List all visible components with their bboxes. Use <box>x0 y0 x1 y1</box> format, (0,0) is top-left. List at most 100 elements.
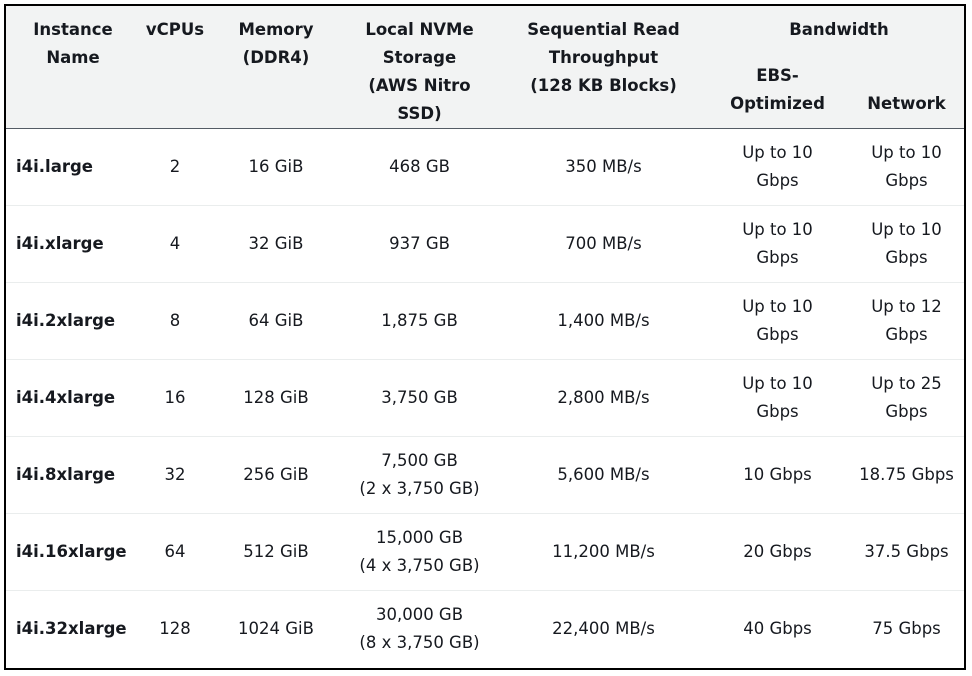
instance-name-cell: i4i.4xlarge <box>6 359 140 437</box>
header-throughput: Sequential Read Throughput (128 KB Block… <box>497 6 710 129</box>
instance-table-frame: Instance Name vCPUs Memory (DDR4) Local … <box>4 4 966 670</box>
network-cell-line: 75 Gbps <box>872 619 941 639</box>
table-row: i4i.xlarge 4 32 GiB 937 GB 700 MB/s Up to 10 G… <box>6 205 964 283</box>
storage-cell: 15,000 GB (4 x 3,750 GB) <box>342 513 497 591</box>
table-body: i4i.large 2 16 GiB 468 GB 350 MB/s Up to 10 Gb… <box>6 129 964 668</box>
header-bandwidth: Bandwidth <box>710 6 964 49</box>
header-vcpus: vCPUs <box>140 6 210 129</box>
storage-cell-line: 3,750 GB <box>381 388 458 407</box>
ebs-optimized-cell: Up to 10 Gbps <box>710 359 845 437</box>
ebs-optimized-cell-line: Up to 10 <box>742 143 813 162</box>
storage-cell: 937 GB <box>342 205 497 283</box>
throughput-cell: 11,200 MB/s <box>497 513 710 591</box>
header-bandwidth-label: Bandwidth <box>789 20 889 39</box>
vcpus-cell: 4 <box>140 205 210 283</box>
header-throughput-line3: (128 KB Blocks) <box>530 76 677 95</box>
vcpus-cell: 32 <box>140 436 210 514</box>
instance-name-cell: i4i.xlarge <box>6 205 140 283</box>
network-cell-line: Up to 10 <box>871 143 942 162</box>
throughput-cell: 700 MB/s <box>497 205 710 283</box>
ebs-optimized-cell-line: 20 Gbps <box>743 542 812 561</box>
ebs-optimized-cell: Up to 10 Gbps <box>710 205 845 283</box>
network-cell-line: Gbps <box>885 248 928 267</box>
instance-name-cell: i4i.2xlarge <box>6 282 140 360</box>
ebs-optimized-cell-line: Up to 10 <box>742 374 813 393</box>
network-cell-line: 18.75 Gbps <box>859 465 954 484</box>
storage-cell: 3,750 GB <box>342 359 497 437</box>
storage-cell-line: (8 x 3,750 GB) <box>359 633 480 653</box>
header-memory-line1: Memory <box>238 20 314 39</box>
ebs-optimized-cell-line: 10 Gbps <box>743 465 812 484</box>
ebs-optimized-cell-line: 40 Gbps <box>743 619 812 639</box>
storage-cell-line: 937 GB <box>389 234 450 253</box>
ebs-optimized-cell: 20 Gbps <box>710 513 845 591</box>
storage-cell-line: (2 x 3,750 GB) <box>359 479 480 498</box>
ebs-optimized-cell: Up to 10 Gbps <box>710 282 845 360</box>
storage-cell: 1,875 GB <box>342 282 497 360</box>
table-row: i4i.8xlarge 32 256 GiB 7,500 GB (2 x 3,750 G… <box>6 436 964 514</box>
storage-cell-line: 30,000 GB <box>375 605 464 625</box>
table-row: i4i.large 2 16 GiB 468 GB 350 MB/s Up to 10 Gb… <box>6 129 964 206</box>
network-cell: Up to 10 Gbps <box>845 205 964 283</box>
network-cell: Up to 25 Gbps <box>845 359 964 437</box>
network-cell-line: Gbps <box>885 171 928 190</box>
network-cell: Up to 10 Gbps <box>845 129 964 206</box>
memory-cell: 16 GiB <box>248 157 304 176</box>
header-memory-line2: (DDR4) <box>242 48 310 67</box>
throughput-cell: 1,400 MB/s <box>497 282 710 360</box>
memory-cell: 1024 GiB <box>210 590 342 668</box>
ebs-optimized-cell-line: Gbps <box>756 402 799 421</box>
network-cell-line: 37.5 Gbps <box>864 542 949 561</box>
ebs-optimized-cell-line: Up to 10 <box>742 220 813 239</box>
network-cell: 75 Gbps <box>845 590 964 668</box>
instance-name-cell: i4i.large <box>16 157 93 176</box>
network-cell-line: Up to 25 <box>871 374 942 393</box>
memory-cell: 128 GiB <box>210 359 342 437</box>
ebs-optimized-cell-line: Gbps <box>756 248 799 267</box>
header-ebs-line2: Optimized <box>730 94 825 113</box>
header-ebs-optimized: EBS- Optimized <box>710 48 845 129</box>
vcpus-cell: 2 <box>169 157 181 176</box>
storage-cell-line: 7,500 GB <box>381 451 458 470</box>
ebs-optimized-cell: 10 Gbps <box>710 436 845 514</box>
ebs-optimized-cell: 40 Gbps <box>710 590 845 668</box>
header-network-label: Network <box>867 94 946 113</box>
instance-name-cell: i4i.32xlarge <box>6 590 140 668</box>
throughput-cell: 350 MB/s <box>565 157 642 176</box>
header-throughput-line2: Throughput <box>548 48 659 67</box>
header-vcpus-label: vCPUs <box>145 20 205 39</box>
network-cell-line: Up to 12 <box>871 297 942 316</box>
storage-cell: 468 GB <box>342 129 497 206</box>
instance-specs-table: Instance Name vCPUs Memory (DDR4) Local … <box>6 6 964 668</box>
table-row: i4i.32xlarge 128 1024 GiB 30,000 GB (8 x 3,7… <box>6 590 964 668</box>
storage-cell: 7,500 GB (2 x 3,750 GB) <box>342 436 497 514</box>
table-header: Instance Name vCPUs Memory (DDR4) Local … <box>6 6 964 129</box>
ebs-optimized-cell-line: Up to 10 <box>742 297 813 316</box>
vcpus-cell: 64 <box>140 513 210 591</box>
network-cell-line: Up to 10 <box>871 220 942 239</box>
storage-cell-line: 1,875 GB <box>381 311 458 330</box>
instance-name-cell: i4i.16xlarge <box>6 513 140 591</box>
header-storage-line1: Local NVMe <box>365 20 474 39</box>
throughput-cell: 5,600 MB/s <box>497 436 710 514</box>
table-row: i4i.4xlarge 16 128 GiB 3,750 GB 2,800 MB/s Up… <box>6 359 964 437</box>
header-instance-name-line2: Name <box>46 48 100 67</box>
throughput-cell: 22,400 MB/s <box>497 590 710 668</box>
storage-cell-line: 468 GB <box>389 157 450 176</box>
memory-cell: 32 GiB <box>210 205 342 283</box>
memory-cell: 512 GiB <box>210 513 342 591</box>
table-row: i4i.16xlarge 64 512 GiB 15,000 GB (4 x 3,750… <box>6 513 964 591</box>
network-cell-line: Gbps <box>885 325 928 344</box>
network-cell: 37.5 Gbps <box>845 513 964 591</box>
instance-name-cell: i4i.8xlarge <box>6 436 140 514</box>
vcpus-cell: 8 <box>140 282 210 360</box>
memory-cell: 64 GiB <box>210 282 342 360</box>
table-row: i4i.2xlarge 8 64 GiB 1,875 GB 1,400 MB/s Up t… <box>6 282 964 360</box>
storage-cell-line: (4 x 3,750 GB) <box>359 556 480 575</box>
header-storage-line3: (AWS Nitro SSD) <box>368 76 471 123</box>
header-instance-name-line1: Instance <box>33 20 113 39</box>
header-storage: Local NVMe Storage (AWS Nitro SSD) <box>342 6 497 129</box>
header-storage-line2: Storage <box>382 48 457 67</box>
header-throughput-line1: Sequential Read <box>527 20 680 39</box>
network-cell: 18.75 Gbps <box>845 436 964 514</box>
